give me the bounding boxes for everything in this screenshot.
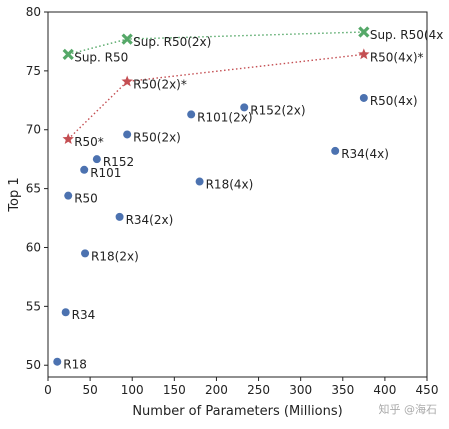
point-r50 [62, 133, 74, 145]
point-r50-2x [121, 75, 133, 87]
point-r18-2x [81, 249, 90, 258]
point-r50 [64, 191, 73, 200]
x-tick-label-150: 150 [163, 383, 186, 397]
x-tick-label-300: 300 [289, 383, 312, 397]
data-points [53, 26, 370, 366]
label-r18: R18 [63, 358, 87, 372]
series-line-red [67, 53, 364, 140]
y-tick-label-55: 55 [26, 299, 41, 313]
label-r50-4x: R50(4x)* [370, 50, 424, 64]
y-tick-label-70: 70 [26, 123, 41, 137]
watermark-text: 知乎 @海石 [379, 402, 438, 416]
point-r34-2x [115, 212, 124, 221]
label-r18-4x: R18(4x) [206, 178, 254, 192]
label-r50: R50 [74, 192, 98, 206]
x-axis-title: Number of Parameters (Millions) [132, 404, 342, 419]
label-r50-4x: R50(4x) [370, 94, 418, 108]
x-tick-label-450: 450 [416, 383, 439, 397]
y-tick-label-75: 75 [26, 64, 41, 78]
y-tick-label-80: 80 [26, 5, 41, 19]
label-r50-2x: R50(2x) [133, 130, 181, 144]
point-sup-r50 [62, 48, 74, 61]
point-r50-4x [358, 48, 370, 60]
label-r152-2x: R152(2x) [250, 103, 305, 117]
point-r34-4x [331, 146, 340, 155]
label-r34-2x: R34(2x) [126, 213, 174, 227]
y-axis-title: Top 1 [7, 177, 22, 212]
label-r101-2x: R101(2x) [197, 110, 252, 124]
x-tick-label-100: 100 [121, 383, 144, 397]
point-r152-2x [240, 103, 249, 112]
point-r34 [61, 308, 70, 317]
y-tick-label-50: 50 [26, 358, 41, 372]
point-sup-r50-2x [121, 33, 133, 45]
x-tick-label-350: 350 [331, 383, 354, 397]
x-tick-label-200: 200 [205, 383, 228, 397]
point-sup-r50-4x [358, 26, 370, 38]
x-tick-label-250: 250 [247, 383, 270, 397]
label-r34: R34 [72, 308, 96, 322]
label-r152: R152 [103, 155, 134, 169]
label-sup-r50: Sup. R50 [74, 50, 128, 64]
axes: 0 50 100 150 200 250 300 350 400 4505055606570758… [26, 5, 439, 397]
label-r18-2x: R18(2x) [91, 249, 139, 263]
label-r34-4x: R34(4x) [341, 147, 389, 161]
x-tick-label-0: 0 [44, 383, 52, 397]
plot-frame [47, 11, 428, 378]
point-r18 [53, 357, 62, 366]
point-r18-4x [195, 177, 204, 186]
label-sup-r50-2x: Sup. R50(2x) [133, 35, 211, 49]
label-sup-r50-4x: Sup. R50(4x [370, 28, 444, 42]
point-r50-4x [359, 93, 368, 102]
point-r101-2x [187, 110, 196, 119]
x-tick-label-400: 400 [373, 383, 396, 397]
label-r50: R50* [74, 135, 104, 149]
label-r101: R101 [90, 166, 121, 180]
x-tick-label-50: 50 [82, 383, 97, 397]
label-r50-2x: R50(2x)* [133, 77, 187, 91]
point-r50-2x [123, 130, 132, 139]
point-r101 [80, 165, 89, 174]
y-tick-label-60: 60 [26, 240, 41, 254]
y-tick-label-65: 65 [26, 182, 41, 196]
point-r152 [92, 155, 101, 164]
